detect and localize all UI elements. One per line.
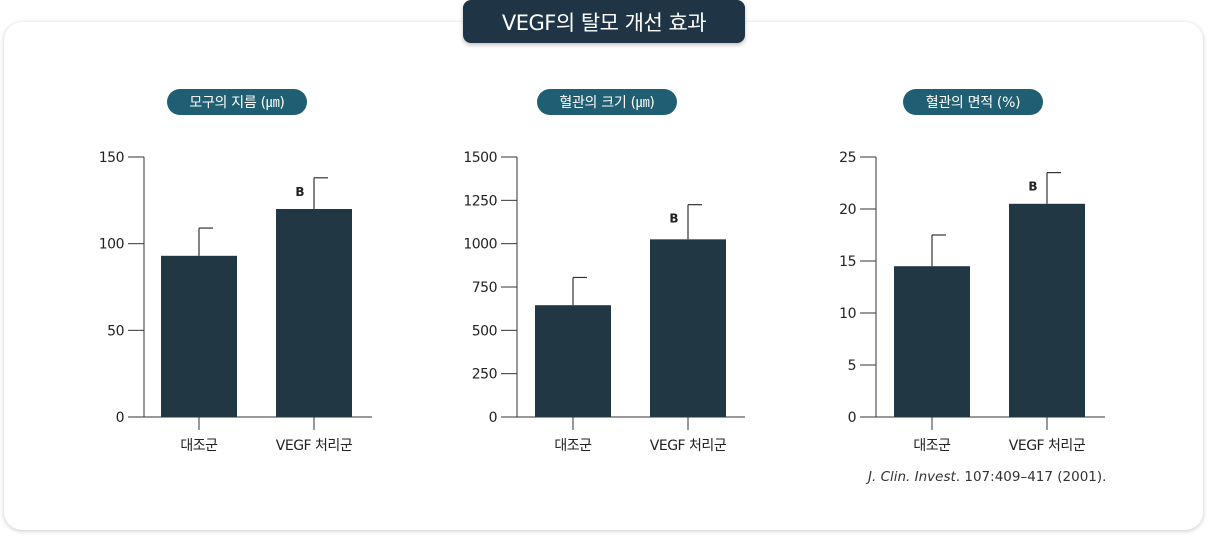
chart-1-title: 모구의 지름 (㎛) xyxy=(167,89,307,115)
chart-1-x-tick-label: 대조군 xyxy=(180,438,218,454)
chart-3-y-tick-label: 0 xyxy=(848,410,856,426)
chart-3-significance-label: B xyxy=(1028,180,1037,194)
chart-2-x-tick-label: VEGF 처리군 xyxy=(650,438,727,454)
chart-1-y-tick-label: 150 xyxy=(99,150,124,166)
chart-1-bar xyxy=(276,209,352,417)
chart-1-significance-label: B xyxy=(295,185,304,199)
chart-1-y-tick-label: 100 xyxy=(99,237,124,253)
chart-2-significance-label: B xyxy=(669,212,678,226)
chart-3-y-tick-label: 5 xyxy=(848,358,856,374)
chart-2-y-tick-label: 1000 xyxy=(463,237,497,253)
citation: J. Clin. Invest. 107:409–417 (2001). xyxy=(868,469,1106,485)
chart-2-y-tick-label: 500 xyxy=(472,323,497,339)
chart-3-x-tick-label: 대조군 xyxy=(913,438,951,454)
chart-1-bar xyxy=(161,255,237,417)
chart-3-y-tick-label: 10 xyxy=(839,306,856,322)
chart-2-bar xyxy=(535,305,611,417)
chart-3-bar xyxy=(1009,203,1085,417)
chart-3-x-tick-label: VEGF 처리군 xyxy=(1009,438,1086,454)
chart-2-x-tick-label: 대조군 xyxy=(554,438,592,454)
citation-details: . 107:409–417 (2001). xyxy=(955,469,1107,485)
chart-2-y-tick-label: 1500 xyxy=(463,150,497,166)
chart-1-x-tick-label: VEGF 처리군 xyxy=(276,438,353,454)
chart-3-y-tick-label: 20 xyxy=(839,202,856,218)
chart-3-bar xyxy=(894,266,970,417)
chart-1-y-tick-label: 0 xyxy=(116,410,124,426)
chart-2-y-tick-label: 1250 xyxy=(463,193,497,209)
chart-2-y-tick-label: 750 xyxy=(472,280,497,296)
page-title: VEGF의 탈모 개선 효과 xyxy=(463,0,745,43)
citation-journal: J. Clin. Invest xyxy=(868,469,956,485)
chart-1-y-tick-label: 50 xyxy=(107,323,124,339)
chart-3-y-tick-label: 15 xyxy=(839,254,856,270)
chart-2-title: 혈관의 크기 (㎛) xyxy=(537,89,677,115)
chart-2-bar xyxy=(650,239,726,417)
chart-3-title: 혈관의 면적 (%) xyxy=(903,89,1043,115)
chart-2-y-tick-label: 250 xyxy=(472,367,497,383)
chart-2-y-tick-label: 0 xyxy=(489,410,497,426)
chart-3-y-tick-label: 25 xyxy=(839,150,856,166)
